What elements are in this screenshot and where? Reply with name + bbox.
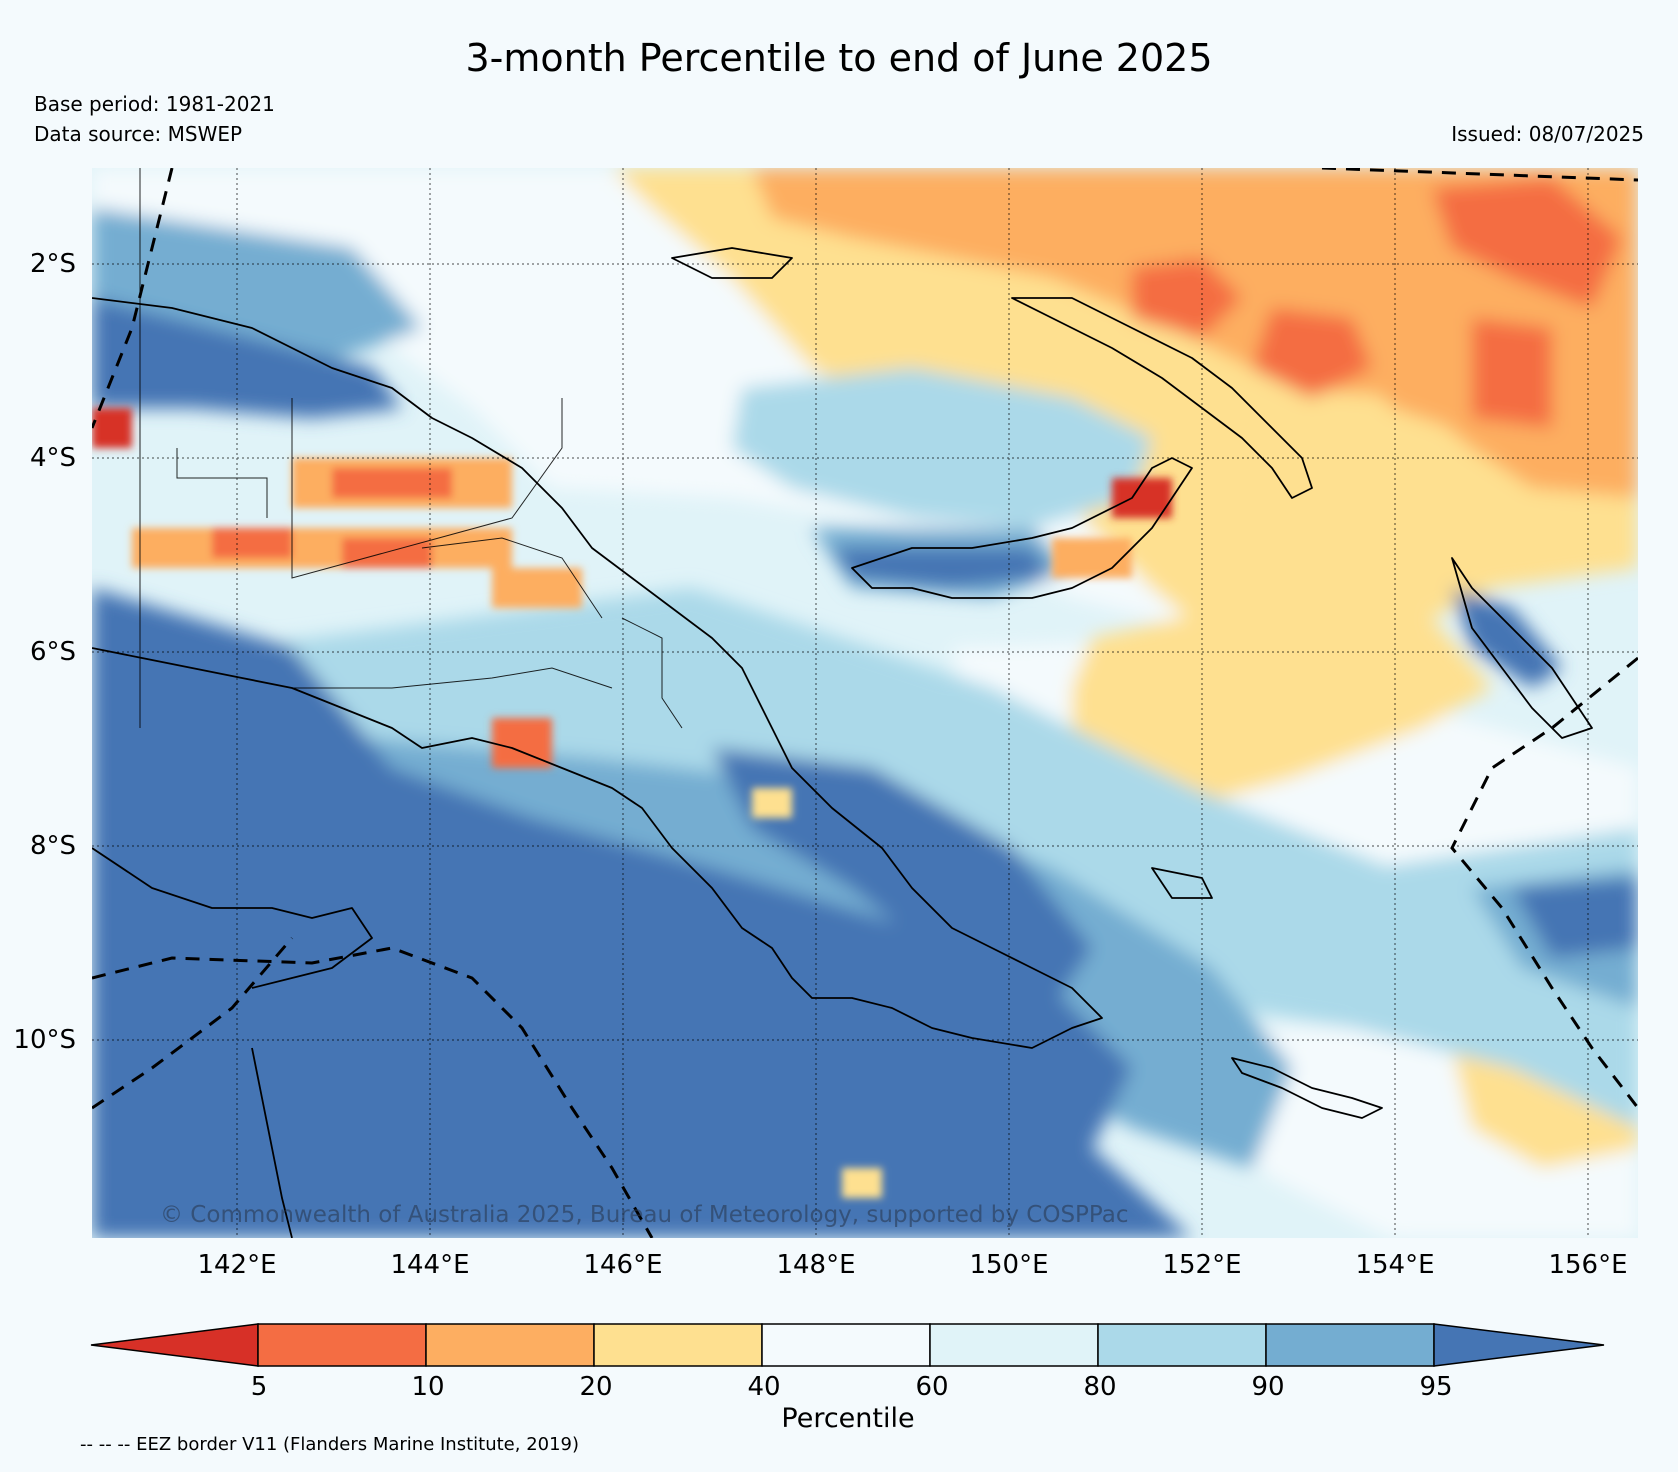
lon-label-156e: 156°E <box>1548 1250 1628 1280</box>
very-wet-southwest <box>92 588 1192 1238</box>
data-source-text: Data source: MSWEP <box>34 122 243 146</box>
map-title: 3-month Percentile to end of June 2025 <box>465 36 1213 80</box>
lat-label-2s: 2°S <box>29 249 76 279</box>
bougainville-coast <box>1451 557 1593 739</box>
colorbar-tick-5: 5 <box>250 1372 268 1402</box>
colorbar-tick-60: 60 <box>915 1372 949 1402</box>
manus-coast <box>671 247 793 279</box>
very-wet-new-britain <box>832 548 1052 588</box>
lon-label-154e: 154°E <box>1355 1250 1435 1280</box>
highland-anomaly-cells <box>92 408 1172 1198</box>
colorbar-swatches <box>90 1323 1605 1367</box>
lat-label-10s: 10°S <box>13 1025 76 1055</box>
new-guinea-coast <box>92 297 1103 1049</box>
cape-york <box>251 1047 293 1238</box>
lon-label-146e: 146°E <box>583 1250 663 1280</box>
copyright-watermark: © Commonwealth of Australia 2025, Bureau… <box>160 1202 1129 1228</box>
very-wet-bougainville <box>1452 588 1562 688</box>
eez-footnote: -- -- -- EEZ border V11 (Flanders Marine… <box>80 1434 580 1455</box>
percentile-map <box>92 168 1638 1238</box>
very-wet-east-cells <box>1512 878 1638 958</box>
dry-patch-2 <box>1132 258 1242 338</box>
louisiade-islands <box>1231 1057 1383 1119</box>
lon-label-152e: 152°E <box>1162 1250 1242 1280</box>
new-ireland-coast <box>1011 297 1313 499</box>
colorbar-tick-95: 95 <box>1419 1372 1453 1402</box>
colorbar-swatch-90-95 <box>1265 1323 1435 1367</box>
lat-label-6s: 6°S <box>29 637 76 667</box>
colorbar-tick-10: 10 <box>411 1372 445 1402</box>
colorbar-swatch-40-60 <box>761 1323 931 1367</box>
dry-patch-4 <box>1472 318 1552 428</box>
issued-date-text: Issued: 08/07/2025 <box>1451 122 1644 146</box>
colorbar-swatch-5-10 <box>257 1323 427 1367</box>
wet-central-basin <box>732 368 1152 528</box>
colorbar-swatch-80-90 <box>1097 1323 1267 1367</box>
lon-label-144e: 144°E <box>390 1250 470 1280</box>
base-period-text: Base period: 1981-2021 <box>34 92 275 116</box>
below-normal-east <box>1072 588 1492 818</box>
lon-label-148e: 148°E <box>776 1250 856 1280</box>
colorbar-tick-80: 80 <box>1083 1372 1117 1402</box>
colorbar-tick-20: 20 <box>579 1372 613 1402</box>
eez-border <box>92 168 1638 1238</box>
dry-patch-1 <box>1432 178 1622 308</box>
lat-label-8s: 8°S <box>29 831 76 861</box>
lon-label-150e: 150°E <box>969 1250 1049 1280</box>
dentrecasteaux-islands <box>1151 867 1213 899</box>
colorbar-tick-40: 40 <box>747 1372 781 1402</box>
colorbar-swatch-60-80 <box>929 1323 1099 1367</box>
lon-label-142e: 142°E <box>197 1250 277 1280</box>
colorbar-swatch-lt5 <box>90 1323 259 1367</box>
colorbar-swatch-gt95 <box>1433 1323 1605 1367</box>
provincial-borders <box>139 168 683 729</box>
percentile-field <box>92 168 1638 1238</box>
lat-label-4s: 4°S <box>29 443 76 473</box>
colorbar-swatch-20-40 <box>593 1323 763 1367</box>
percentile-colorbar <box>90 1323 1605 1367</box>
coastlines <box>92 247 1593 1238</box>
colorbar-tick-90: 90 <box>1251 1372 1285 1402</box>
torres-strait-coast <box>92 847 373 989</box>
very-wet-northwest-coast <box>92 298 402 418</box>
colorbar-swatch-10-20 <box>425 1323 595 1367</box>
very-wet-gulf <box>712 748 1092 1008</box>
new-britain-coast <box>851 457 1193 599</box>
dry-patch-3 <box>1252 308 1372 398</box>
gridlines <box>92 168 1638 1238</box>
colorbar-label: Percentile <box>781 1403 915 1434</box>
